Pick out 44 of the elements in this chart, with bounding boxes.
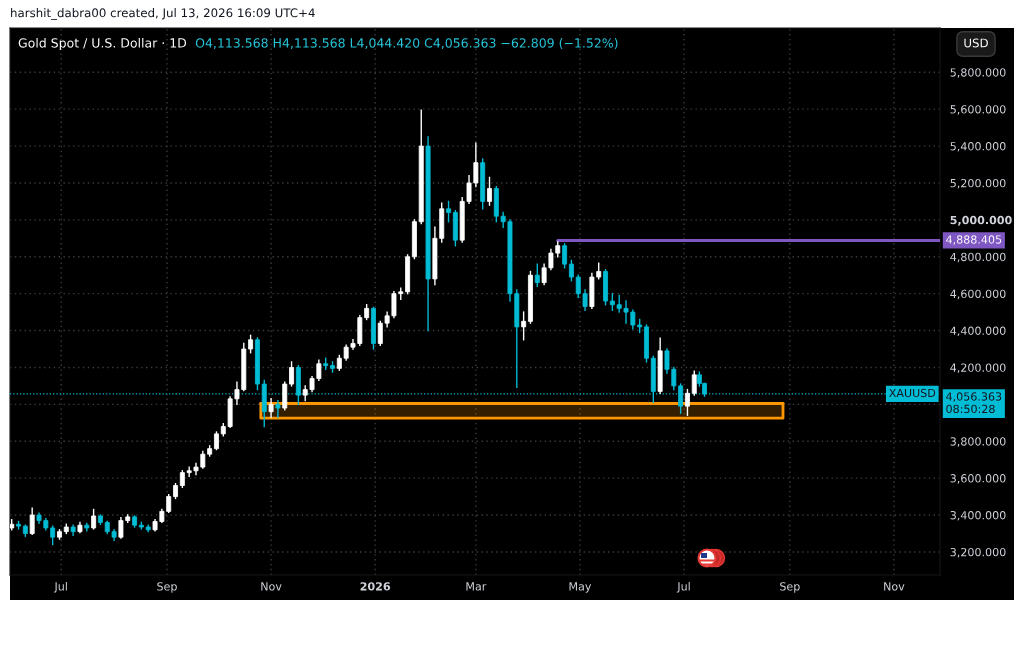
y-tick-label: 5,400.000 [950,142,1006,152]
y-tick-label: 5,200.000 [950,178,1006,189]
y-tick-label: 5,800.000 [950,68,1006,78]
text: harshit_dabra00 created, Jul 13, 2026 16:09 UTC+4 [11,8,315,20]
y-tick-label: 4,400.000 [950,326,1006,337]
candlestick [446,200,452,223]
y-tick-label: 4,200.000 [950,363,1006,373]
candlestick [282,381,288,411]
x-tick-label: Mar [466,582,487,591]
x-tick-label: Sep [157,582,177,593]
candlestick [289,361,295,387]
x-tick-label: Sep [780,582,800,593]
y-tick-label: 4,600.000 [950,289,1006,300]
candlestick [691,370,697,396]
ref-line-label: 4,056.363 08:50:28 [946,392,1002,414]
annotation: XAUUSD [889,388,936,398]
candlestick [678,383,684,414]
x-tick-label: Jul [53,581,67,593]
x-tick-label: Nov [261,582,282,591]
candlestick [91,508,97,530]
candlestick [568,259,574,282]
x-tick-label: 2026 [360,582,391,591]
x-tick-label: May [569,582,592,593]
candlestick [275,399,281,418]
text: Gold Spot / U.S. Dollar · 1D [18,37,187,51]
data-label: 4,888.405 [946,235,1002,245]
text: O4,113.568 H4,113.568 L4,044.420 C4,056.363 −62.809 (−1.52%) [195,37,618,50]
y-tick-label: 5,600.000 [950,105,1006,115]
y-tick-label: 3,200.000 [950,547,1006,558]
candlestick [534,263,540,287]
candlestick [521,311,527,341]
candlestick [684,388,690,416]
y-axis-title: USD [964,38,988,48]
y-tick-label: 5,000.000 [950,215,1012,226]
candlestick [268,398,274,418]
y-tick-label: 3,400.000 [950,511,1006,521]
candlestick [487,176,492,206]
candlestick [29,507,35,536]
y-tick-label: 4,800.000 [950,252,1006,263]
candlestick [562,243,568,269]
x-tick-label: Nov [884,582,905,591]
x-tick-label: Jul [676,581,690,593]
y-tick-label: 3,600.000 [950,474,1006,484]
y-tick-label: 3,800.000 [950,437,1006,447]
